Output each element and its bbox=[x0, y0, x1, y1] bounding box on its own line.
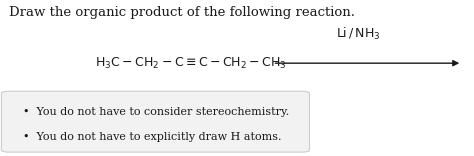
Text: Draw the organic product of the following reaction.: Draw the organic product of the followin… bbox=[9, 6, 355, 19]
FancyBboxPatch shape bbox=[1, 91, 310, 152]
Text: •  You do not have to explicitly draw H atoms.: • You do not have to explicitly draw H a… bbox=[23, 132, 281, 141]
Text: •  You do not have to consider stereochemistry.: • You do not have to consider stereochem… bbox=[23, 107, 289, 117]
Text: $\mathregular{Li\,/\,NH_3}$: $\mathregular{Li\,/\,NH_3}$ bbox=[336, 26, 380, 42]
FancyArrowPatch shape bbox=[275, 61, 458, 66]
Text: $\mathregular{H_3C-CH_2-C{\equiv}C-CH_2-CH_3}$: $\mathregular{H_3C-CH_2-C{\equiv}C-CH_2-… bbox=[95, 56, 287, 71]
